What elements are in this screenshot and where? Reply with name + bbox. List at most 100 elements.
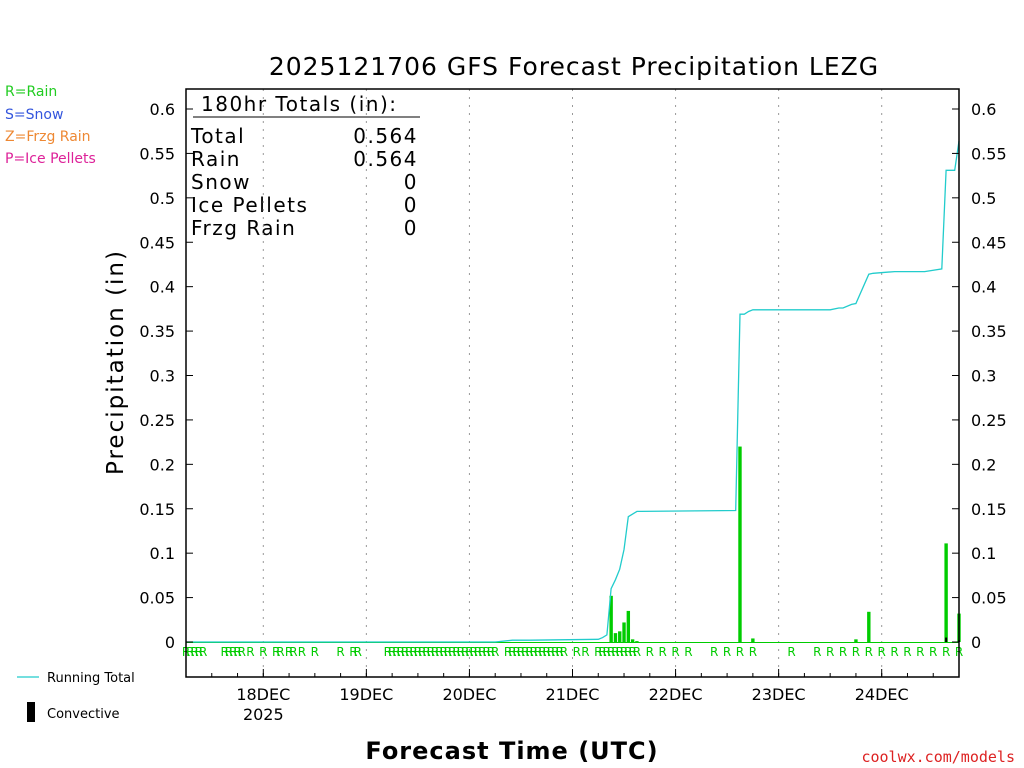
precip-type-marker: R <box>349 645 357 659</box>
precip-type-marker: R <box>225 645 233 659</box>
precip-type-marker: R <box>311 645 319 659</box>
precip-type-marker: R <box>598 645 606 659</box>
precip-type-marker: R <box>594 645 602 659</box>
y-tick-label-left: 0.6 <box>150 100 175 119</box>
precip-type-marker: R <box>942 645 950 659</box>
precip-type-marker: R <box>195 645 203 659</box>
precip-type-marker: R <box>474 645 482 659</box>
totals-label-frzg-rain: Frzg Rain <box>191 216 296 240</box>
precip-type-marker: R <box>671 645 679 659</box>
precip-type-marker: R <box>573 645 581 659</box>
precip-type-marker: R <box>513 645 521 659</box>
precip-type-marker: R <box>435 645 443 659</box>
y-tick-label-right: 0.05 <box>971 589 1007 608</box>
precip-type-marker: R <box>422 645 430 659</box>
y-tick-label-right: 0.45 <box>971 233 1007 252</box>
precip-type-marker: R <box>418 645 426 659</box>
precip-type-marker: R <box>543 645 551 659</box>
precip-type-marker: R <box>478 645 486 659</box>
plot-frame <box>185 88 960 678</box>
precip-type-marker: R <box>611 645 619 659</box>
precip-type-marker: R <box>530 645 538 659</box>
precip-bar <box>944 543 948 642</box>
precip-type-marker: R <box>259 645 267 659</box>
y-tick-label-left: 0.3 <box>150 367 175 386</box>
precip-bar <box>630 639 635 642</box>
y-tick-label-right: 0.6 <box>971 100 996 119</box>
precip-type-marker: R <box>916 645 924 659</box>
precip-type-marker: R <box>487 645 495 659</box>
running-total-legend-label: Running Total <box>47 671 135 686</box>
precip-type-marker: R <box>289 645 297 659</box>
precip-type-marker: R <box>427 645 435 659</box>
precip-type-marker: R <box>710 645 718 659</box>
precip-type-marker: R <box>190 645 198 659</box>
precip-type-marker: R <box>865 645 873 659</box>
totals-label-ice-pellets: Ice Pellets <box>191 193 308 217</box>
precip-type-marker: R <box>878 645 886 659</box>
precip-type-marker: R <box>646 645 654 659</box>
precip-type-marker: R <box>285 645 293 659</box>
precip-type-marker: R <box>813 645 821 659</box>
y-tick-label-left: 0.5 <box>150 189 175 208</box>
x-tick-label: 23DEC <box>752 685 806 704</box>
precip-type-marker: R <box>354 645 362 659</box>
precip-type-marker: R <box>603 645 611 659</box>
precip-type-marker: R <box>431 645 439 659</box>
precip-type-marker: R <box>229 645 237 659</box>
precip-type-marker: R <box>633 645 641 659</box>
precip-type-marker: R <box>491 645 499 659</box>
precip-type-marker: R <box>560 645 568 659</box>
source-label: coolwx.com/models <box>861 748 1015 766</box>
y-tick-label-left: 0.55 <box>139 144 175 163</box>
totals-label-snow: Snow <box>191 170 251 194</box>
precip-type-marker: R <box>736 645 744 659</box>
precip-type-marker: R <box>186 645 194 659</box>
x-tick-label: 22DEC <box>649 685 703 704</box>
totals-label-total: Total <box>190 124 245 148</box>
x-tick-label: 19DEC <box>339 685 393 704</box>
precip-type-marker: R <box>616 645 624 659</box>
precip-type-marker: R <box>272 645 280 659</box>
y-tick-label-right: 0.4 <box>971 278 996 297</box>
precip-type-marker: R <box>787 645 795 659</box>
x-tick-label: 24DEC <box>855 685 909 704</box>
key-snow: S=Snow <box>5 107 63 123</box>
x-tick-sublabel: 2025 <box>243 705 284 724</box>
precip-type-marker: R <box>246 645 254 659</box>
precip-type-marker: R <box>439 645 447 659</box>
y-tick-label-left: 0.05 <box>139 589 175 608</box>
precip-type-marker: R <box>233 645 241 659</box>
totals-value-total: 0.564 <box>353 124 418 148</box>
precip-type-marker: R <box>534 645 542 659</box>
precip-type-marker: R <box>392 645 400 659</box>
convective-legend-swatch <box>27 702 35 722</box>
precip-type-marker: R <box>903 645 911 659</box>
totals-label-rain: Rain <box>191 147 241 171</box>
x-axis-label: Forecast Time (UTC) <box>365 737 658 765</box>
y-axis-label: Precipitation (in) <box>103 249 129 475</box>
totals-header: 180hr Totals (in): <box>201 92 398 116</box>
precip-type-marker: R <box>517 645 525 659</box>
precip-bar <box>738 446 742 642</box>
y-tick-label-left: 0 <box>165 633 175 652</box>
key-rain: R=Rain <box>5 84 57 100</box>
convective-legend-label: Convective <box>47 707 120 722</box>
precip-type-marker: R <box>929 645 937 659</box>
totals-value-frzg-rain: 0 <box>404 216 418 240</box>
precip-type-marker: R <box>482 645 490 659</box>
precip-bar <box>751 638 755 642</box>
y-tick-label-right: 0.2 <box>971 455 996 474</box>
precip-type-marker: R <box>555 645 563 659</box>
precip-type-marker: R <box>457 645 465 659</box>
totals-value-snow: 0 <box>404 170 418 194</box>
y-tick-label-left: 0.15 <box>139 500 175 519</box>
precip-type-marker: R <box>525 645 533 659</box>
precip-type-marker: R <box>684 645 692 659</box>
key-ice-pellets: P=Ice Pellets <box>5 151 96 167</box>
y-tick-label-left: 0.2 <box>150 455 175 474</box>
precip-type-marker: R <box>401 645 409 659</box>
precip-type-marker: R <box>276 645 284 659</box>
precip-bar <box>635 641 639 642</box>
